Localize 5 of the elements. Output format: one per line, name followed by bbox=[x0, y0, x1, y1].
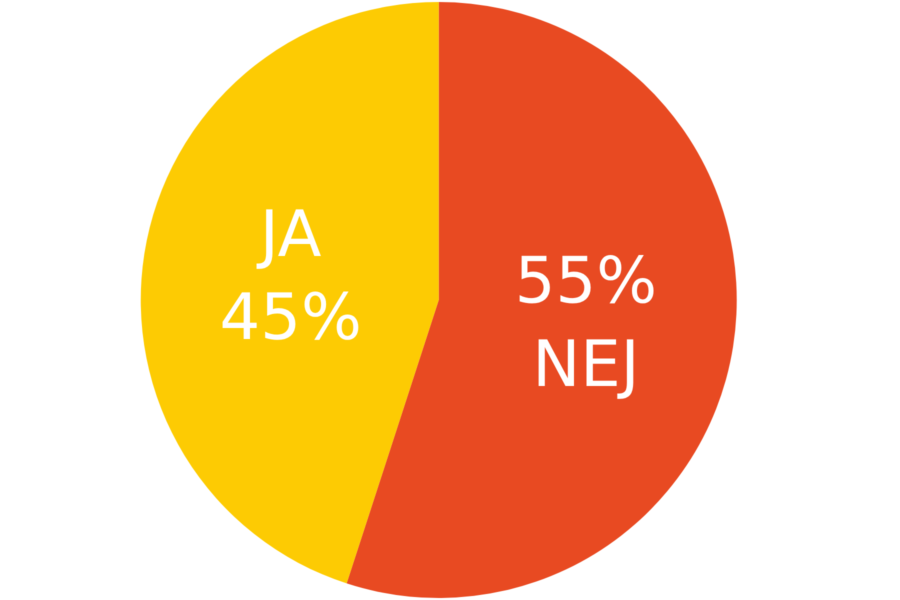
pie-slice bbox=[140, 2, 439, 584]
slice-label: NEJ bbox=[532, 328, 640, 402]
slice-label: JA bbox=[256, 198, 322, 272]
data-label: 55% bbox=[514, 244, 658, 319]
data-label: 45% bbox=[220, 281, 362, 356]
